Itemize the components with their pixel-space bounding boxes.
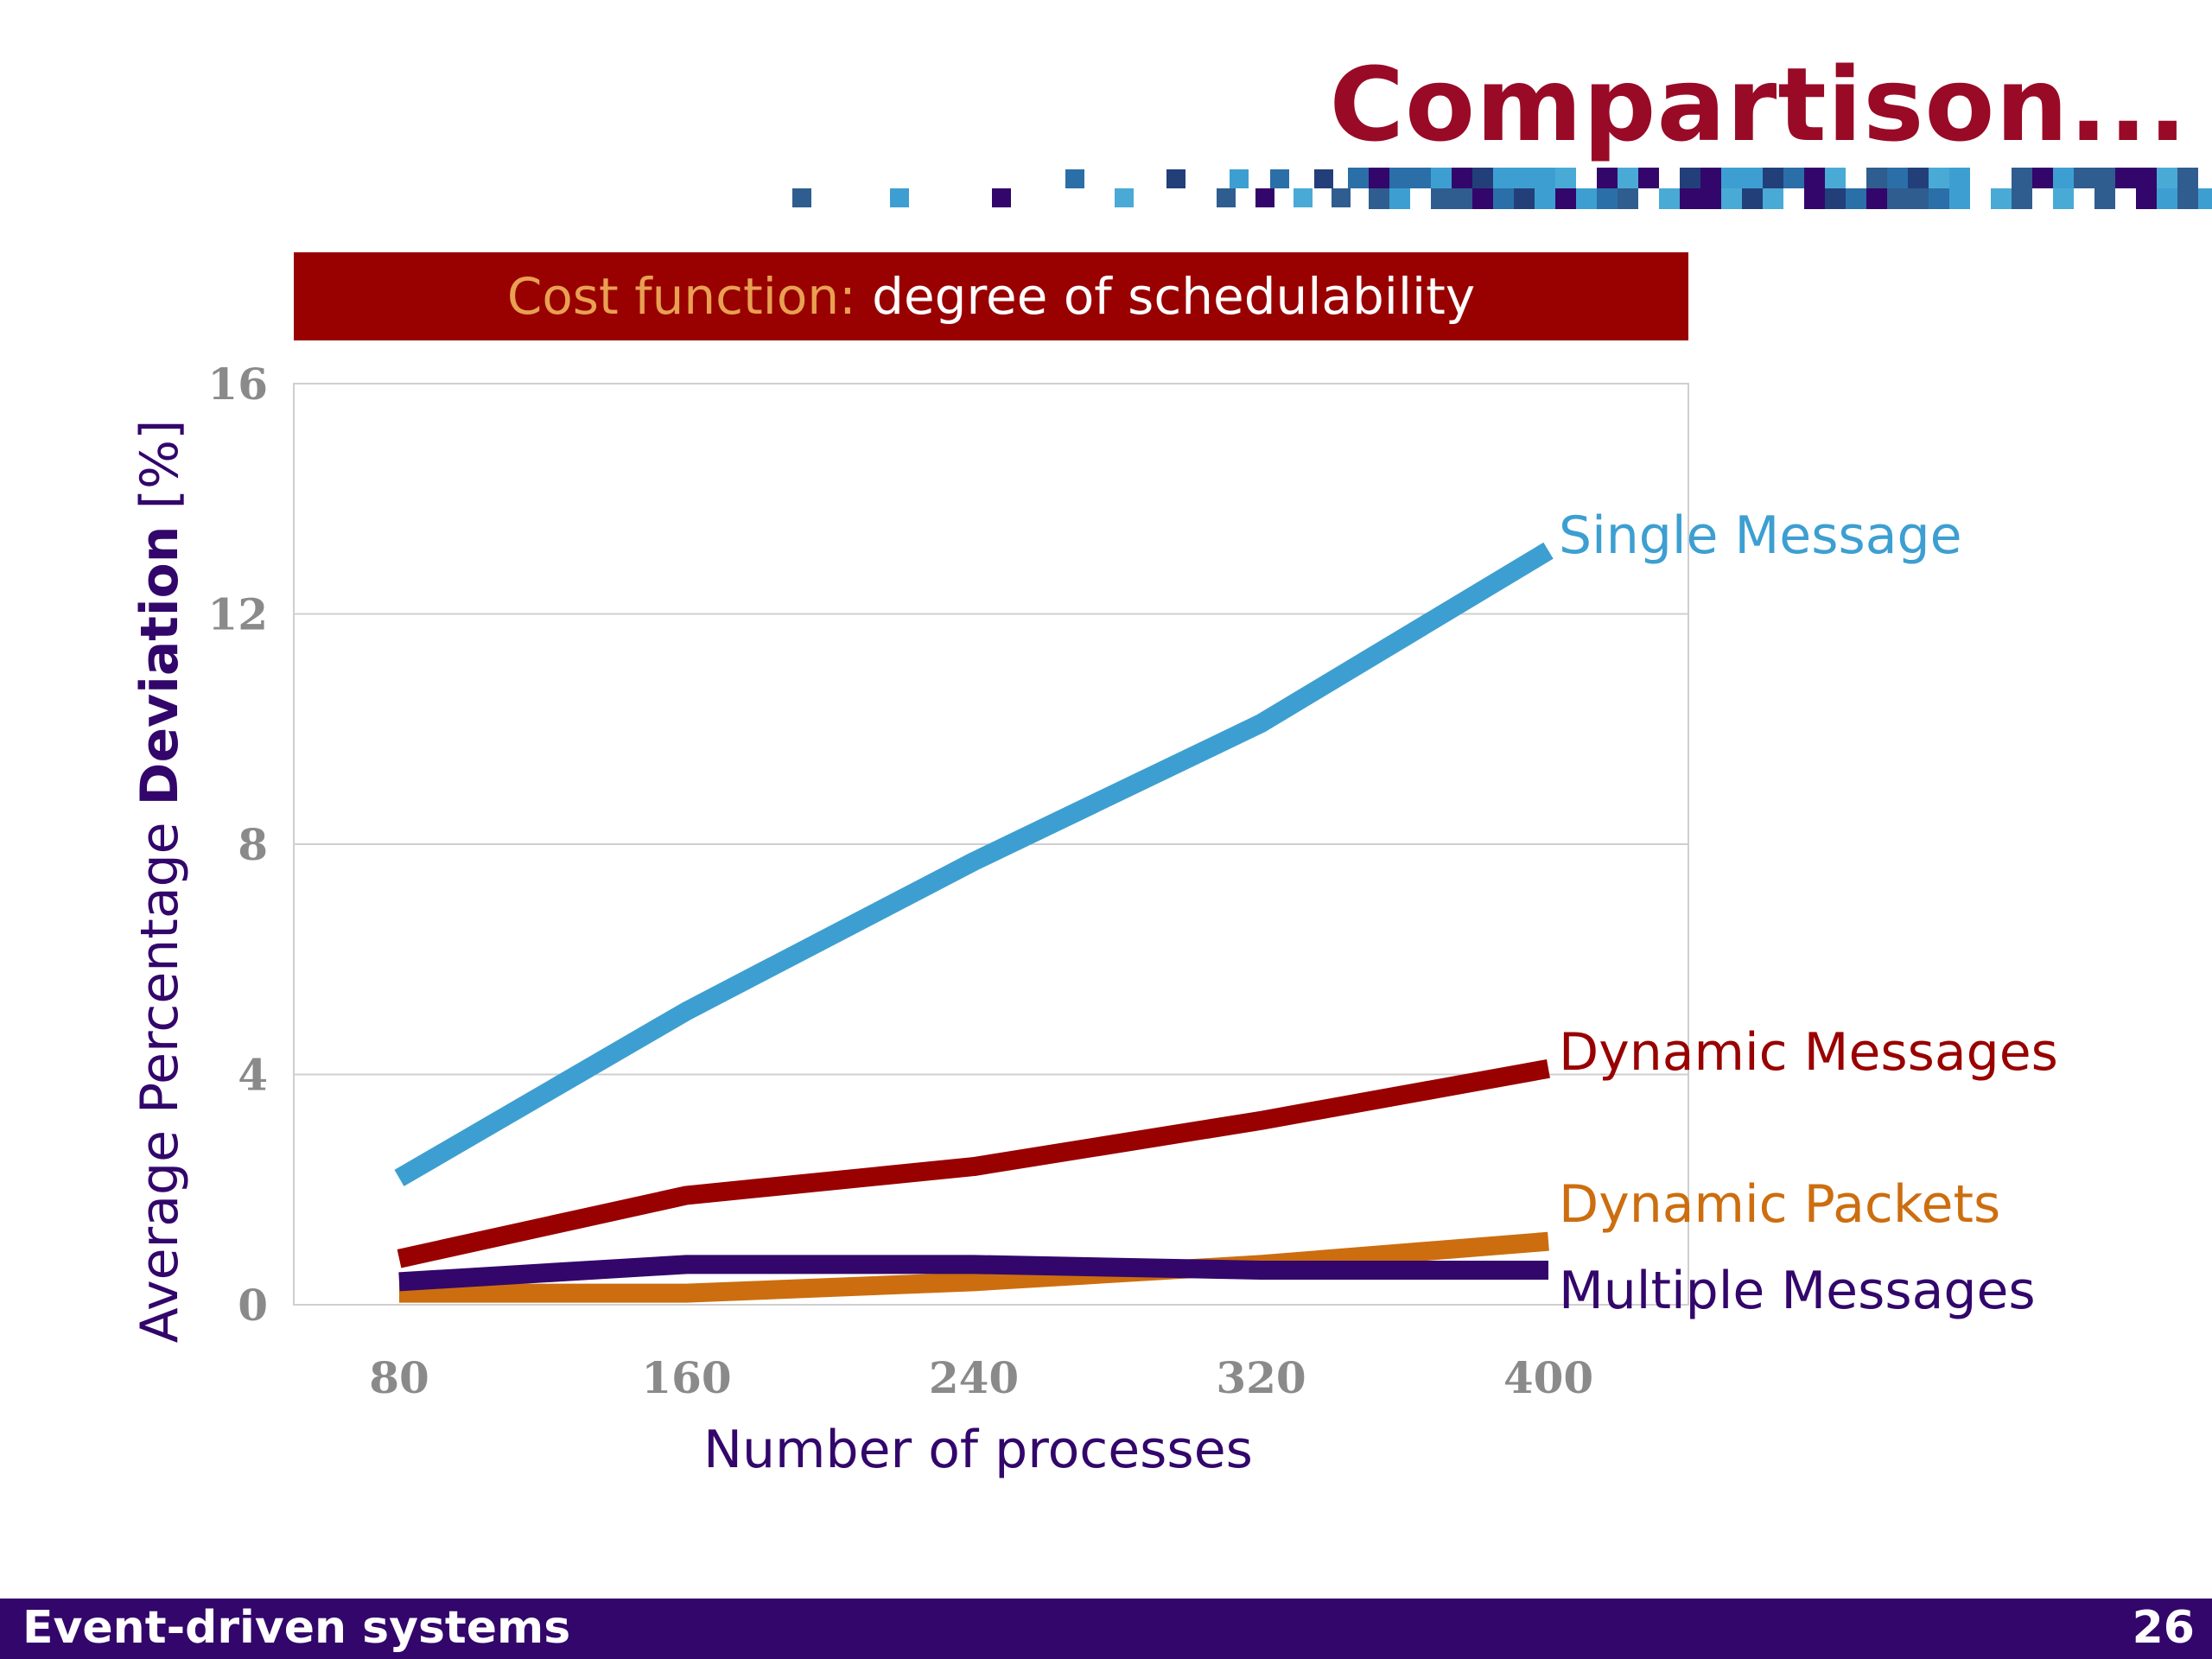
footer-bar: Event-driven systems 26 bbox=[0, 1599, 2212, 1659]
series-label: Multiple Messages bbox=[1559, 1261, 2036, 1321]
x-tick-label: 320 bbox=[1216, 1352, 1306, 1403]
series-label: Dynamic Packets bbox=[1559, 1174, 2000, 1235]
y-axis-label-bold: Deviation bbox=[130, 525, 190, 805]
y-axis-label-suffix: [%] bbox=[130, 420, 190, 526]
x-tick-labels: 80 160 240 320 400 bbox=[369, 1352, 1593, 1403]
y-tick-label: 0 bbox=[238, 1280, 268, 1331]
x-tick-label: 240 bbox=[929, 1352, 1019, 1403]
x-tick-label: 400 bbox=[1503, 1352, 1593, 1403]
pixel-decoration bbox=[792, 168, 2212, 209]
series-line bbox=[398, 1255, 1548, 1292]
line-chart: 0 4 8 12 16 80 160 240 320 400 Single Message Dyn… bbox=[130, 359, 2058, 1480]
y-tick-label: 4 bbox=[238, 1050, 268, 1101]
slide-title: Compartison... bbox=[1329, 45, 2188, 164]
y-axis-label-prefix: Average Percentage bbox=[130, 805, 190, 1343]
series-line bbox=[394, 542, 1554, 1186]
y-tick-label: 12 bbox=[207, 589, 268, 640]
y-tick-label: 8 bbox=[238, 819, 268, 870]
y-axis-label: Average Percentage Deviation [%] bbox=[130, 420, 190, 1344]
series-line bbox=[399, 1231, 1549, 1303]
banner-text: degree of schedulability bbox=[872, 267, 1476, 326]
x-tick-label: 160 bbox=[641, 1352, 731, 1403]
series-label: Single Message bbox=[1559, 505, 1962, 566]
series-line bbox=[397, 1059, 1550, 1268]
footer-title: Event-driven systems bbox=[22, 1602, 571, 1654]
series-labels: Single Message Dynamic Messages Dynamic Pa… bbox=[1559, 505, 2058, 1321]
x-tick-label: 80 bbox=[369, 1352, 429, 1403]
banner-highlight: Cost function: bbox=[506, 267, 856, 326]
cost-function-banner: Cost function: degree of schedulability bbox=[294, 252, 1688, 340]
x-axis-label: Number of processes bbox=[703, 1420, 1253, 1480]
series-label: Dynamic Messages bbox=[1559, 1022, 2058, 1083]
page-number: 26 bbox=[2132, 1602, 2195, 1654]
series-lines bbox=[394, 542, 1554, 1303]
y-tick-label: 16 bbox=[207, 359, 268, 410]
y-tick-labels: 0 4 8 12 16 bbox=[207, 359, 268, 1331]
